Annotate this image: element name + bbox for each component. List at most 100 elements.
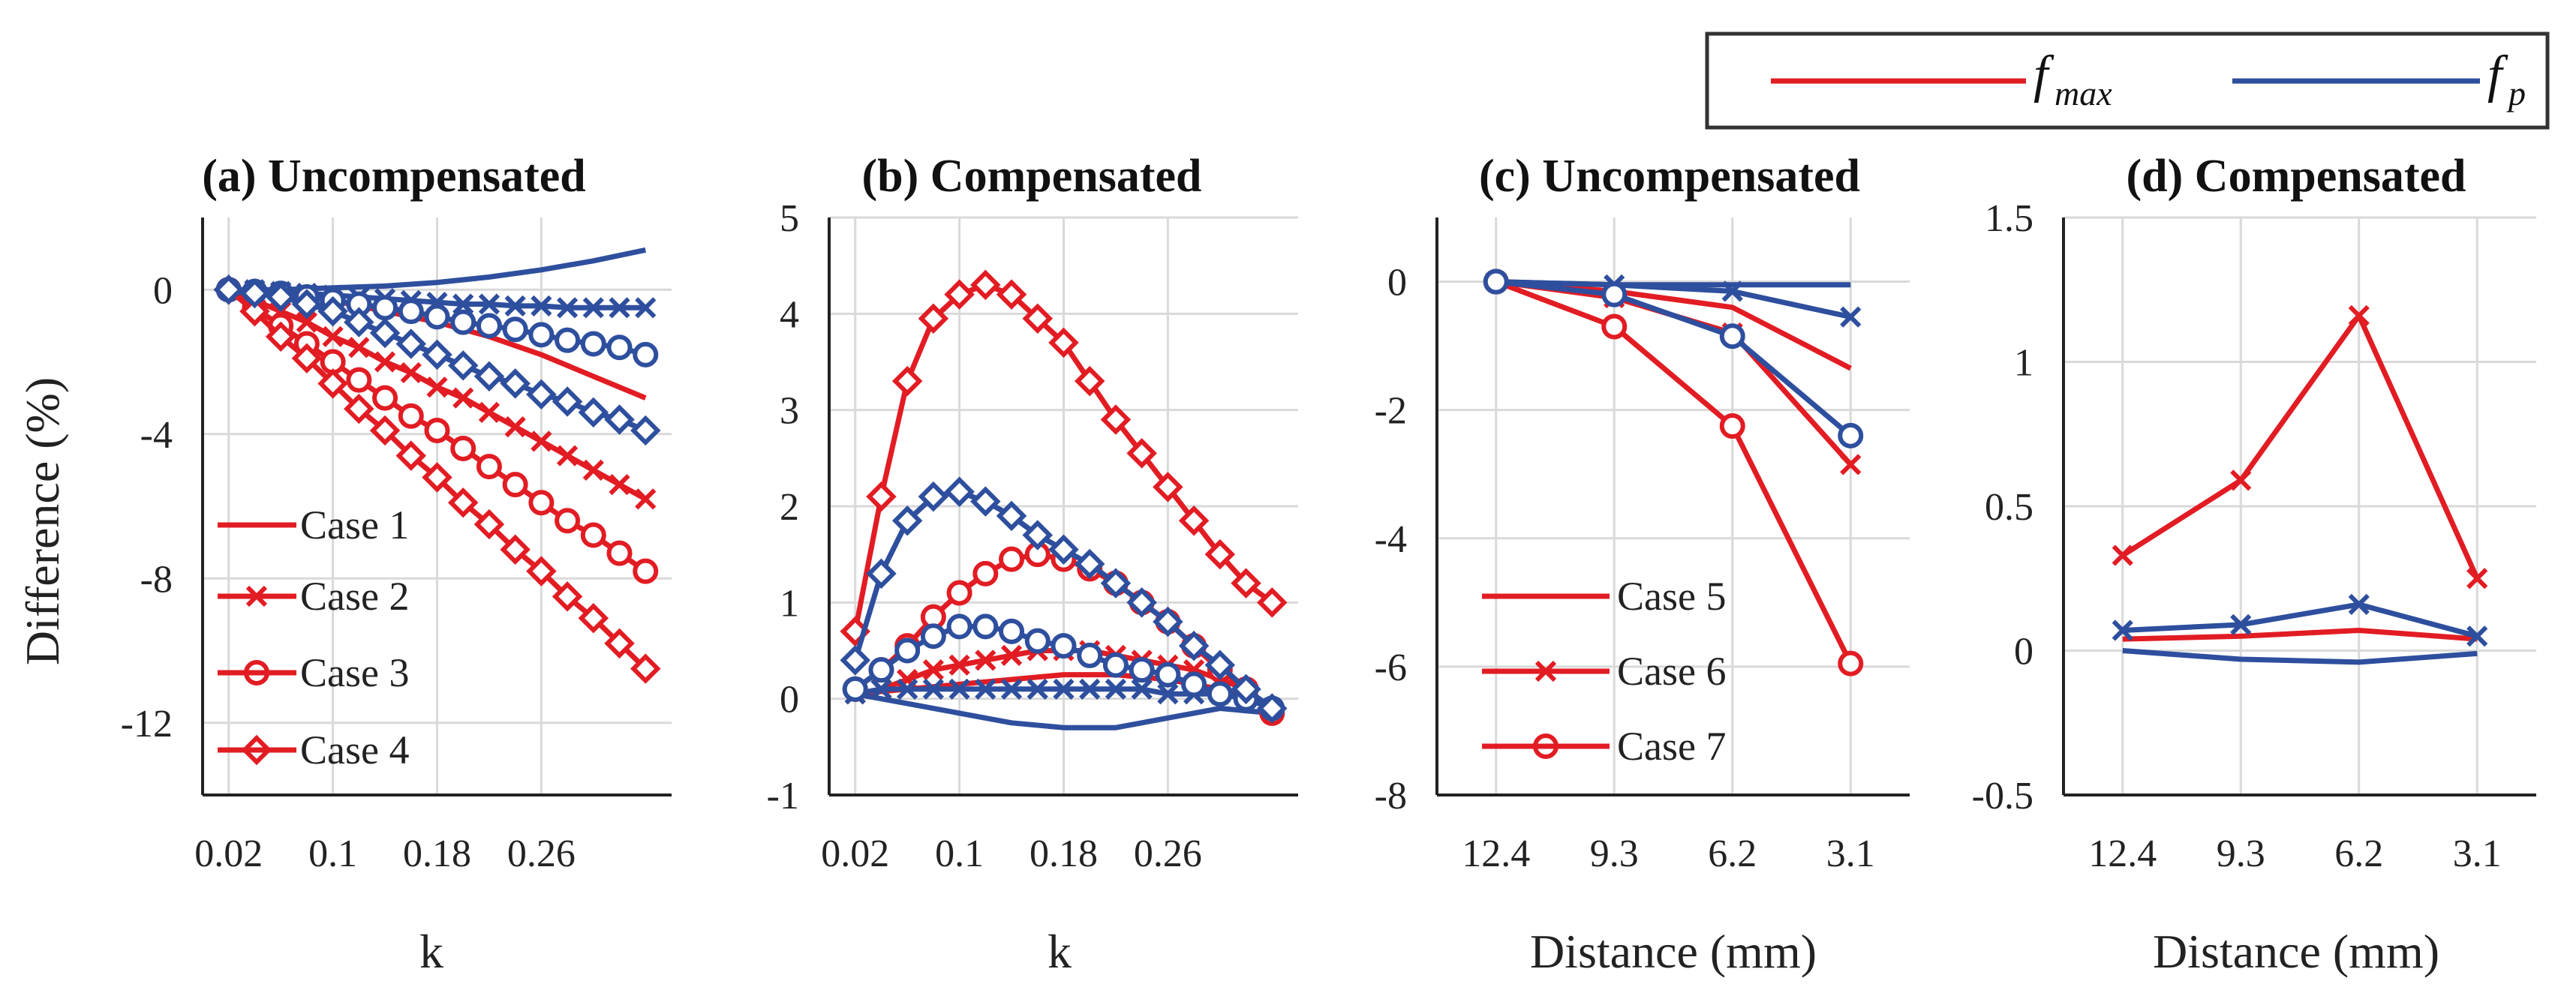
panel-b-title: (b) Compensated bbox=[862, 151, 1202, 202]
circle-marker bbox=[868, 657, 894, 683]
diamond-marker bbox=[317, 296, 348, 327]
panel-b-ytick-label: 1 bbox=[780, 582, 799, 625]
panel-c-legend: Case 5 Case 6 Case 7 bbox=[1482, 574, 1726, 769]
panel-d-ytick-label: 0 bbox=[2014, 631, 2033, 674]
diamond-marker bbox=[369, 415, 401, 446]
diamond-marker bbox=[395, 440, 427, 471]
panel-a-ytick-label: -12 bbox=[121, 703, 173, 746]
x-marker bbox=[531, 295, 552, 317]
circle-marker bbox=[946, 614, 972, 640]
x-marker bbox=[2112, 620, 2133, 641]
panel-c-xlabel: Distance (mm) bbox=[1530, 925, 1817, 978]
legend-case2-marker bbox=[245, 585, 268, 608]
x-marker bbox=[426, 376, 448, 398]
diamond-marker bbox=[473, 361, 505, 392]
circle-marker bbox=[842, 676, 868, 702]
panel-b-ytick-label: 2 bbox=[780, 486, 799, 529]
panel-c-ytick-label: 0 bbox=[1387, 262, 1407, 304]
x-marker bbox=[922, 678, 945, 700]
legend-case7: Case 7 bbox=[1617, 724, 1726, 769]
x-marker bbox=[1105, 678, 1127, 700]
x-marker bbox=[556, 445, 579, 466]
diamond-marker bbox=[239, 296, 270, 327]
x-marker bbox=[400, 362, 422, 384]
x-marker bbox=[870, 678, 892, 700]
diamond-marker bbox=[239, 278, 270, 309]
circle-marker bbox=[346, 367, 372, 393]
panel-b-series bbox=[840, 269, 1288, 730]
panel-b-xlabel: k bbox=[1048, 925, 1072, 978]
circle-marker bbox=[1483, 268, 1509, 295]
diamond-marker bbox=[630, 415, 661, 446]
panel-c-ytick-label: -2 bbox=[1375, 390, 1407, 433]
circle-marker bbox=[476, 313, 502, 339]
x-marker bbox=[635, 488, 657, 510]
legend-sub-fp: p bbox=[2506, 74, 2526, 112]
diamond-marker bbox=[891, 365, 923, 397]
circle-marker bbox=[476, 454, 502, 480]
circle-marker bbox=[999, 546, 1025, 572]
panel-a: 0.02 0.1 0.18 0.26 0 -4 -8 -12 (a) Uncompensate… bbox=[16, 151, 672, 978]
legend-case5: Case 5 bbox=[1617, 574, 1726, 619]
panel-d-line-case-6-fmax bbox=[2121, 313, 2480, 580]
legend-case6: Case 6 bbox=[1617, 649, 1726, 694]
circle-marker bbox=[1181, 671, 1207, 698]
x-marker bbox=[348, 337, 370, 358]
panel-d-line-case-6-fp bbox=[2122, 602, 2478, 639]
x-marker bbox=[531, 430, 552, 452]
panel-b-xtick-label: 0.26 bbox=[1134, 832, 1202, 875]
diamond-marker bbox=[552, 581, 583, 612]
circle-marker bbox=[894, 638, 921, 664]
panel-c: 12.4 9.3 6.2 3.1 0 -2 -4 -6 -8 (c) Uncompensated… bbox=[1375, 151, 1910, 978]
panel-a-xtick-label: 0.02 bbox=[194, 832, 263, 875]
circle-marker bbox=[972, 614, 999, 640]
panel-c-title: (c) Uncompensated bbox=[1479, 151, 1860, 202]
x-marker bbox=[922, 659, 945, 681]
diamond-marker bbox=[996, 500, 1027, 532]
global-legend: f max f p bbox=[1705, 32, 2550, 130]
circle-marker bbox=[1024, 628, 1051, 654]
diamond-marker bbox=[1178, 506, 1210, 536]
diamond-marker bbox=[291, 343, 323, 374]
panel-a-xtick-label: 0.26 bbox=[507, 832, 576, 875]
x-marker bbox=[296, 311, 318, 333]
circle-marker bbox=[555, 327, 581, 353]
x-marker bbox=[1721, 280, 1743, 302]
circle-marker bbox=[606, 540, 633, 566]
diamond-marker bbox=[1204, 538, 1236, 570]
legend-sub-fmax: max bbox=[2054, 74, 2112, 112]
circle-marker bbox=[920, 623, 946, 650]
x-marker bbox=[478, 401, 500, 423]
x-marker bbox=[1000, 644, 1023, 667]
panel-c-ytick-label: -6 bbox=[1375, 646, 1407, 689]
diamond-marker bbox=[395, 328, 427, 359]
circle-marker bbox=[1719, 413, 1745, 440]
panel-d-ytick-label: 1 bbox=[2014, 342, 2033, 385]
x-marker bbox=[1079, 678, 1101, 700]
diamond-marker bbox=[1126, 587, 1157, 618]
panel-c-xtick-label: 9.3 bbox=[1590, 832, 1639, 875]
diamond-marker bbox=[552, 386, 583, 417]
panel-b-xtick-label: 0.02 bbox=[821, 832, 889, 875]
panel-d-xtick-label: 12.4 bbox=[2088, 832, 2157, 875]
diamond-marker bbox=[1153, 472, 1183, 502]
panel-a-ytick-label: -8 bbox=[140, 558, 173, 601]
diamond-marker bbox=[1048, 534, 1079, 565]
panel-b-ytick-label: 4 bbox=[780, 293, 799, 336]
panel-d-line-case-5-fp bbox=[2122, 648, 2478, 665]
x-marker bbox=[975, 678, 996, 700]
circle-marker bbox=[1838, 650, 1864, 676]
panel-b-xtick-label: 0.18 bbox=[1029, 832, 1098, 875]
x-marker bbox=[975, 650, 996, 671]
diamond-marker bbox=[944, 476, 975, 507]
diamond-marker bbox=[578, 397, 609, 428]
circle-marker bbox=[1129, 657, 1155, 683]
diamond-marker bbox=[604, 404, 635, 435]
diamond-marker bbox=[970, 269, 1001, 301]
diamond-marker bbox=[1257, 693, 1288, 724]
legend-case7-marker bbox=[1533, 734, 1559, 759]
circle-marker bbox=[502, 472, 528, 498]
diamond-marker bbox=[1231, 568, 1261, 598]
legend-case2: Case 2 bbox=[300, 574, 409, 619]
